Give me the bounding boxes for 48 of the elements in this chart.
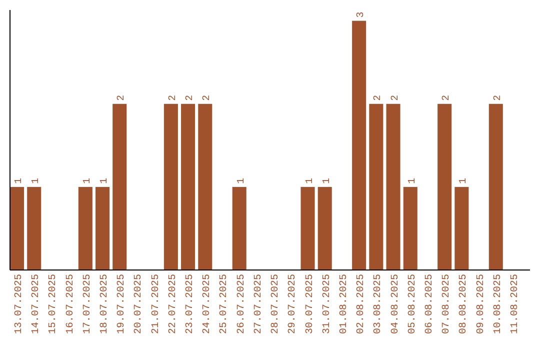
data-label: 1 [100,178,111,184]
data-label: 1 [82,178,94,184]
x-tick-label: 23.07.2025 [185,274,196,334]
data-label: 2 [185,94,196,101]
data-label: 2 [442,94,453,101]
x-tick-label: 27.07.2025 [253,274,264,334]
data-label: 1 [14,178,26,184]
data-label: 2 [492,94,504,101]
x-tick-label: 25.07.2025 [219,274,230,334]
x-tick-label: 02.08.2025 [356,274,368,334]
x-tick-label: 24.07.2025 [202,274,214,334]
x-tick-label: 30.07.2025 [304,274,316,334]
x-tick-label: 16.07.2025 [65,274,76,334]
x-tick-label: 10.08.2025 [492,274,504,334]
x-tick-label: 18.07.2025 [100,274,111,334]
x-tick-label: 04.08.2025 [390,274,402,334]
x-tick-label: 21.07.2025 [150,274,162,334]
data-label: 1 [407,178,418,184]
x-tick-label: 09.08.2025 [476,274,487,334]
x-tick-label: 31.07.2025 [322,274,333,334]
data-label: 2 [373,94,384,101]
x-tick-label: 29.07.2025 [288,274,299,334]
x-tick-label: 22.07.2025 [168,274,179,334]
data-label: 1 [458,178,470,184]
data-label: 1 [322,178,333,184]
data-label: 2 [116,94,128,101]
x-tick-label: 19.07.2025 [116,274,128,334]
x-tick-label: 05.08.2025 [407,274,418,334]
data-label: 2 [202,94,214,101]
data-label: 2 [390,94,402,101]
x-tick-label: 07.08.2025 [442,274,453,334]
data-label: 2 [168,94,179,101]
x-tick-label: 28.07.2025 [270,274,282,334]
data-label: 1 [31,178,42,184]
data-label: 1 [304,178,316,184]
x-tick-label: 14.07.2025 [31,274,42,334]
data-label: 3 [356,12,368,18]
x-tick-label: 15.07.2025 [48,274,60,334]
x-tick-label: 03.08.2025 [373,274,384,334]
x-tick-label: 17.07.2025 [82,274,94,334]
data-label: 1 [236,178,248,184]
x-tick-label: 01.08.2025 [338,274,350,334]
x-tick-label: 26.07.2025 [236,274,248,334]
x-tick-label: 20.07.2025 [134,274,145,334]
x-tick-label: 06.08.2025 [424,274,436,334]
x-tick-label: 08.08.2025 [458,274,470,334]
x-tick-label: 11.08.2025 [510,274,521,334]
x-tick-label: 13.07.2025 [14,274,26,334]
